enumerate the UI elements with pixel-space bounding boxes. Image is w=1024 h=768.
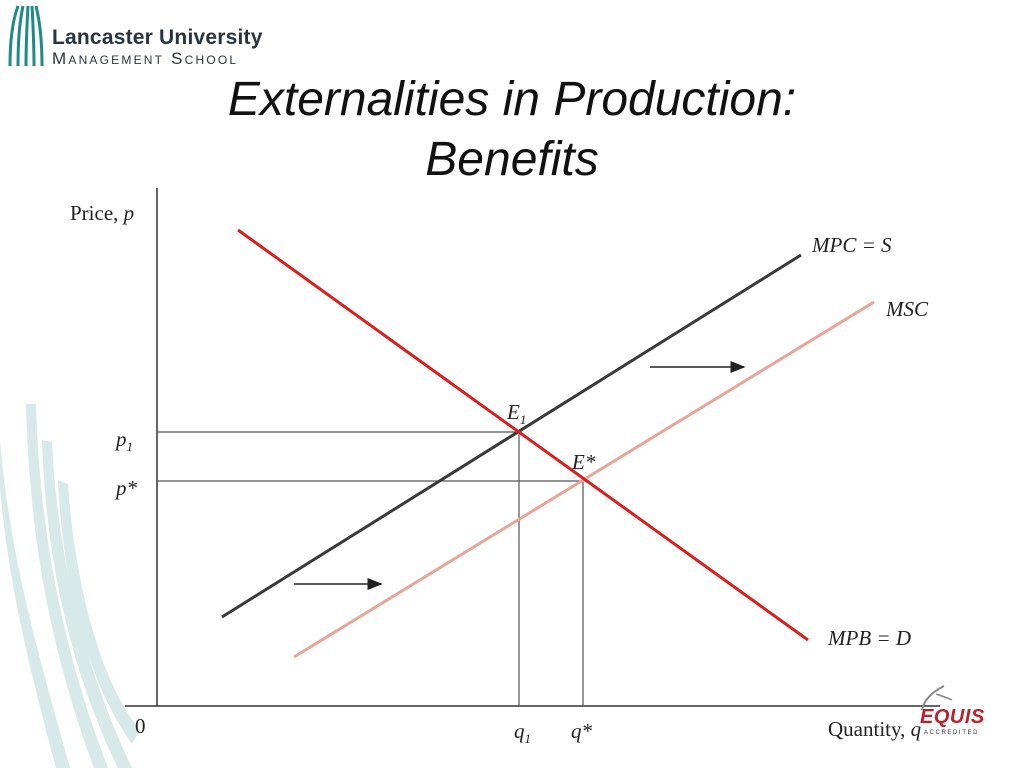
y-axis-label: Price, p [70, 201, 135, 225]
estar-label: E* [572, 450, 596, 474]
title-line-1: Externalities in Production: [227, 73, 797, 126]
x-axis-label: Quantity, q [828, 717, 922, 741]
demand-curve-label: MPB = D [828, 626, 911, 650]
q1-label: q1 [514, 719, 531, 747]
equis-badge: EQUIS ACCREDITED [910, 684, 1000, 750]
supply-curve-label: MPC = S [812, 233, 892, 257]
e1-label: E1 [507, 400, 527, 428]
pstar-label: p* [116, 476, 137, 500]
logo-school-name: Management School [52, 49, 239, 68]
lancaster-logo: Lancaster University Management School [0, 0, 340, 72]
msc-curve-label: MSC [886, 297, 928, 321]
equis-accredited: ACCREDITED [924, 730, 980, 736]
p1-label: p1 [116, 427, 133, 455]
supply-curve [221, 253, 802, 619]
qstar-label: q* [571, 719, 592, 743]
decorative-stripes [0, 404, 140, 768]
lancaster-emblem-icon [8, 5, 44, 67]
origin-label: 0 [135, 714, 146, 738]
logo-university-name: Lancaster University [52, 26, 263, 49]
equis-swoosh-icon [921, 685, 953, 711]
equis-word: EQUIS [920, 706, 985, 728]
title-line-2: Benefits [425, 133, 599, 186]
slide-title: Externalities in Production: Benefits [0, 70, 1024, 190]
demand-curve [237, 228, 809, 642]
